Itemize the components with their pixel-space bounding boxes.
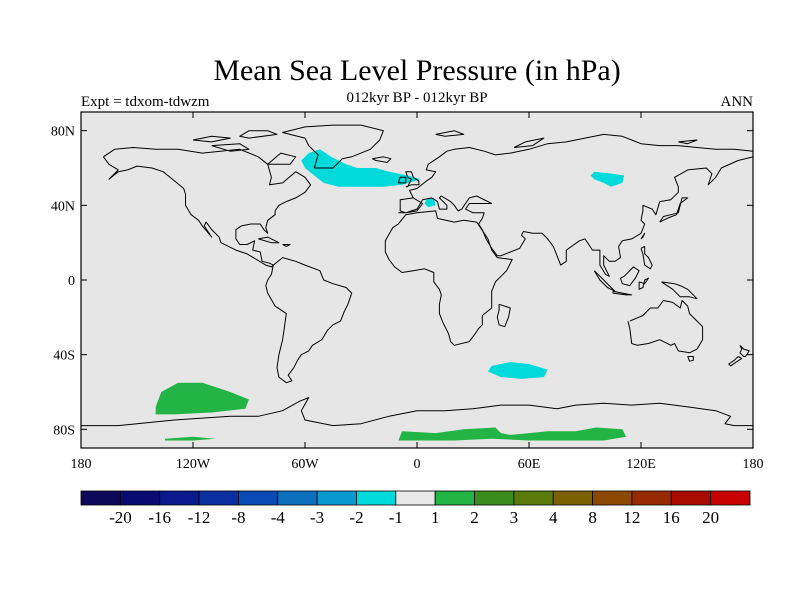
colorbar-label: -3 bbox=[310, 508, 324, 527]
coastline-12 bbox=[282, 124, 384, 169]
colorbar-swatch bbox=[356, 490, 397, 506]
coastline-25 bbox=[192, 135, 231, 143]
coastline-28 bbox=[513, 137, 545, 148]
colorbar-swatch bbox=[434, 490, 475, 506]
colorbar bbox=[80, 490, 751, 506]
lon-tick-label: 180 bbox=[743, 457, 764, 472]
lat-tick-label: 40N bbox=[51, 199, 75, 214]
colorbar-swatch bbox=[395, 490, 436, 506]
anomaly-southern-indian-low bbox=[487, 362, 548, 379]
colorbar-swatch bbox=[631, 490, 672, 506]
lat-tick-label: 40S bbox=[53, 349, 75, 364]
coastline-24 bbox=[211, 143, 250, 152]
colorbar-label: 20 bbox=[702, 508, 719, 527]
colorbar-swatch bbox=[316, 490, 357, 506]
colorbar-swatch bbox=[592, 490, 633, 506]
colorbar-label: 3 bbox=[510, 508, 519, 527]
coastline-22 bbox=[282, 244, 291, 247]
lon-tick-label: 0 bbox=[414, 457, 421, 472]
coastline-8 bbox=[496, 303, 511, 328]
axis-ticks bbox=[80, 112, 754, 448]
coastline-18 bbox=[661, 281, 698, 300]
colorbar-swatch bbox=[277, 490, 318, 506]
coastline-26 bbox=[239, 130, 278, 139]
anomaly-south-pacific-high bbox=[155, 382, 249, 415]
coastline-6 bbox=[739, 344, 750, 357]
coastline-layer bbox=[81, 124, 753, 427]
colorbar-swatch bbox=[159, 490, 200, 506]
lat-tick-label: 80S bbox=[53, 423, 75, 438]
lon-tick-label: 120E bbox=[626, 457, 656, 472]
colorbar-label: -4 bbox=[271, 508, 286, 527]
coastline-3 bbox=[384, 210, 513, 346]
colorbar-label: -8 bbox=[231, 508, 245, 527]
colorbar-label: -16 bbox=[148, 508, 171, 527]
subtitle-right: ANN bbox=[721, 94, 754, 110]
lon-tick-label: 180 bbox=[71, 457, 92, 472]
coastline-21 bbox=[258, 236, 280, 244]
colorbar-label: 1 bbox=[431, 508, 440, 527]
colorbar-swatch bbox=[513, 490, 554, 506]
anomaly-mediterranean-low bbox=[424, 197, 436, 208]
coastline-30 bbox=[81, 397, 753, 427]
coastline-29 bbox=[678, 139, 698, 145]
colorbar-label: 8 bbox=[588, 508, 597, 527]
coastline-0 bbox=[102, 147, 312, 268]
coastline-20 bbox=[640, 232, 646, 240]
axis-labels: 80N 40N 0 40S 80S 180 120W 60W 0 60E 120E 180 bbox=[51, 125, 764, 472]
colorbar-label: -20 bbox=[109, 508, 132, 527]
coastline-9 bbox=[405, 171, 420, 188]
colorbar-swatch bbox=[670, 490, 712, 506]
coastline-2 bbox=[398, 133, 753, 277]
colorbar-label: 4 bbox=[549, 508, 558, 527]
coastline-15 bbox=[612, 290, 633, 296]
coastline-16 bbox=[620, 266, 640, 287]
coastline-17 bbox=[638, 277, 649, 290]
colorbar-labels: -20 -16 -12 -8 -4 -3 -2 -1 1 2 3 4 8 12 16 20 bbox=[109, 508, 719, 527]
coastline-27 bbox=[435, 130, 465, 137]
coastline-13 bbox=[659, 197, 689, 223]
coastline-19 bbox=[640, 245, 653, 270]
subtitle-center: 012kyr BP - 012kyr BP bbox=[346, 90, 487, 106]
colorbar-label: 16 bbox=[663, 508, 680, 527]
colorbar-swatch bbox=[238, 490, 279, 506]
colorbar-label: 2 bbox=[470, 508, 479, 527]
coastline-4 bbox=[627, 300, 704, 354]
lat-tick-label: 80N bbox=[51, 125, 75, 140]
lat-tick-label: 0 bbox=[68, 274, 75, 289]
colorbar-swatch bbox=[474, 490, 515, 506]
colorbar-label: 12 bbox=[623, 508, 640, 527]
anomaly-antarctic-high-west bbox=[165, 436, 216, 441]
anomaly-north-atlantic-low bbox=[301, 149, 421, 187]
colorbar-label: -12 bbox=[188, 508, 211, 527]
anomaly-central-asia-low bbox=[590, 171, 625, 187]
coastline-7 bbox=[728, 356, 743, 367]
colorbar-label: -2 bbox=[349, 508, 363, 527]
lon-tick-label: 60E bbox=[518, 457, 541, 472]
subtitle-left: Expt = tdxom-tdwzm bbox=[81, 94, 210, 110]
colorbar-swatch bbox=[710, 490, 751, 506]
anomaly-layer bbox=[155, 149, 627, 441]
lon-tick-label: 60W bbox=[291, 457, 319, 472]
coastline-10 bbox=[397, 176, 407, 184]
coastline-5 bbox=[687, 356, 694, 362]
colorbar-label: -1 bbox=[389, 508, 403, 527]
coastline-1 bbox=[265, 257, 353, 384]
anomaly-antarctic-high-east bbox=[398, 427, 627, 441]
lon-tick-label: 120W bbox=[176, 457, 211, 472]
colorbar-swatch bbox=[80, 490, 121, 506]
figure-title: Mean Sea Level Pressure (in hPa) bbox=[213, 54, 620, 87]
coastline-11 bbox=[371, 156, 392, 163]
colorbar-swatch bbox=[198, 490, 239, 506]
colorbar-swatch bbox=[552, 490, 593, 506]
coastline-23 bbox=[267, 152, 297, 165]
colorbar-swatch bbox=[119, 490, 161, 506]
